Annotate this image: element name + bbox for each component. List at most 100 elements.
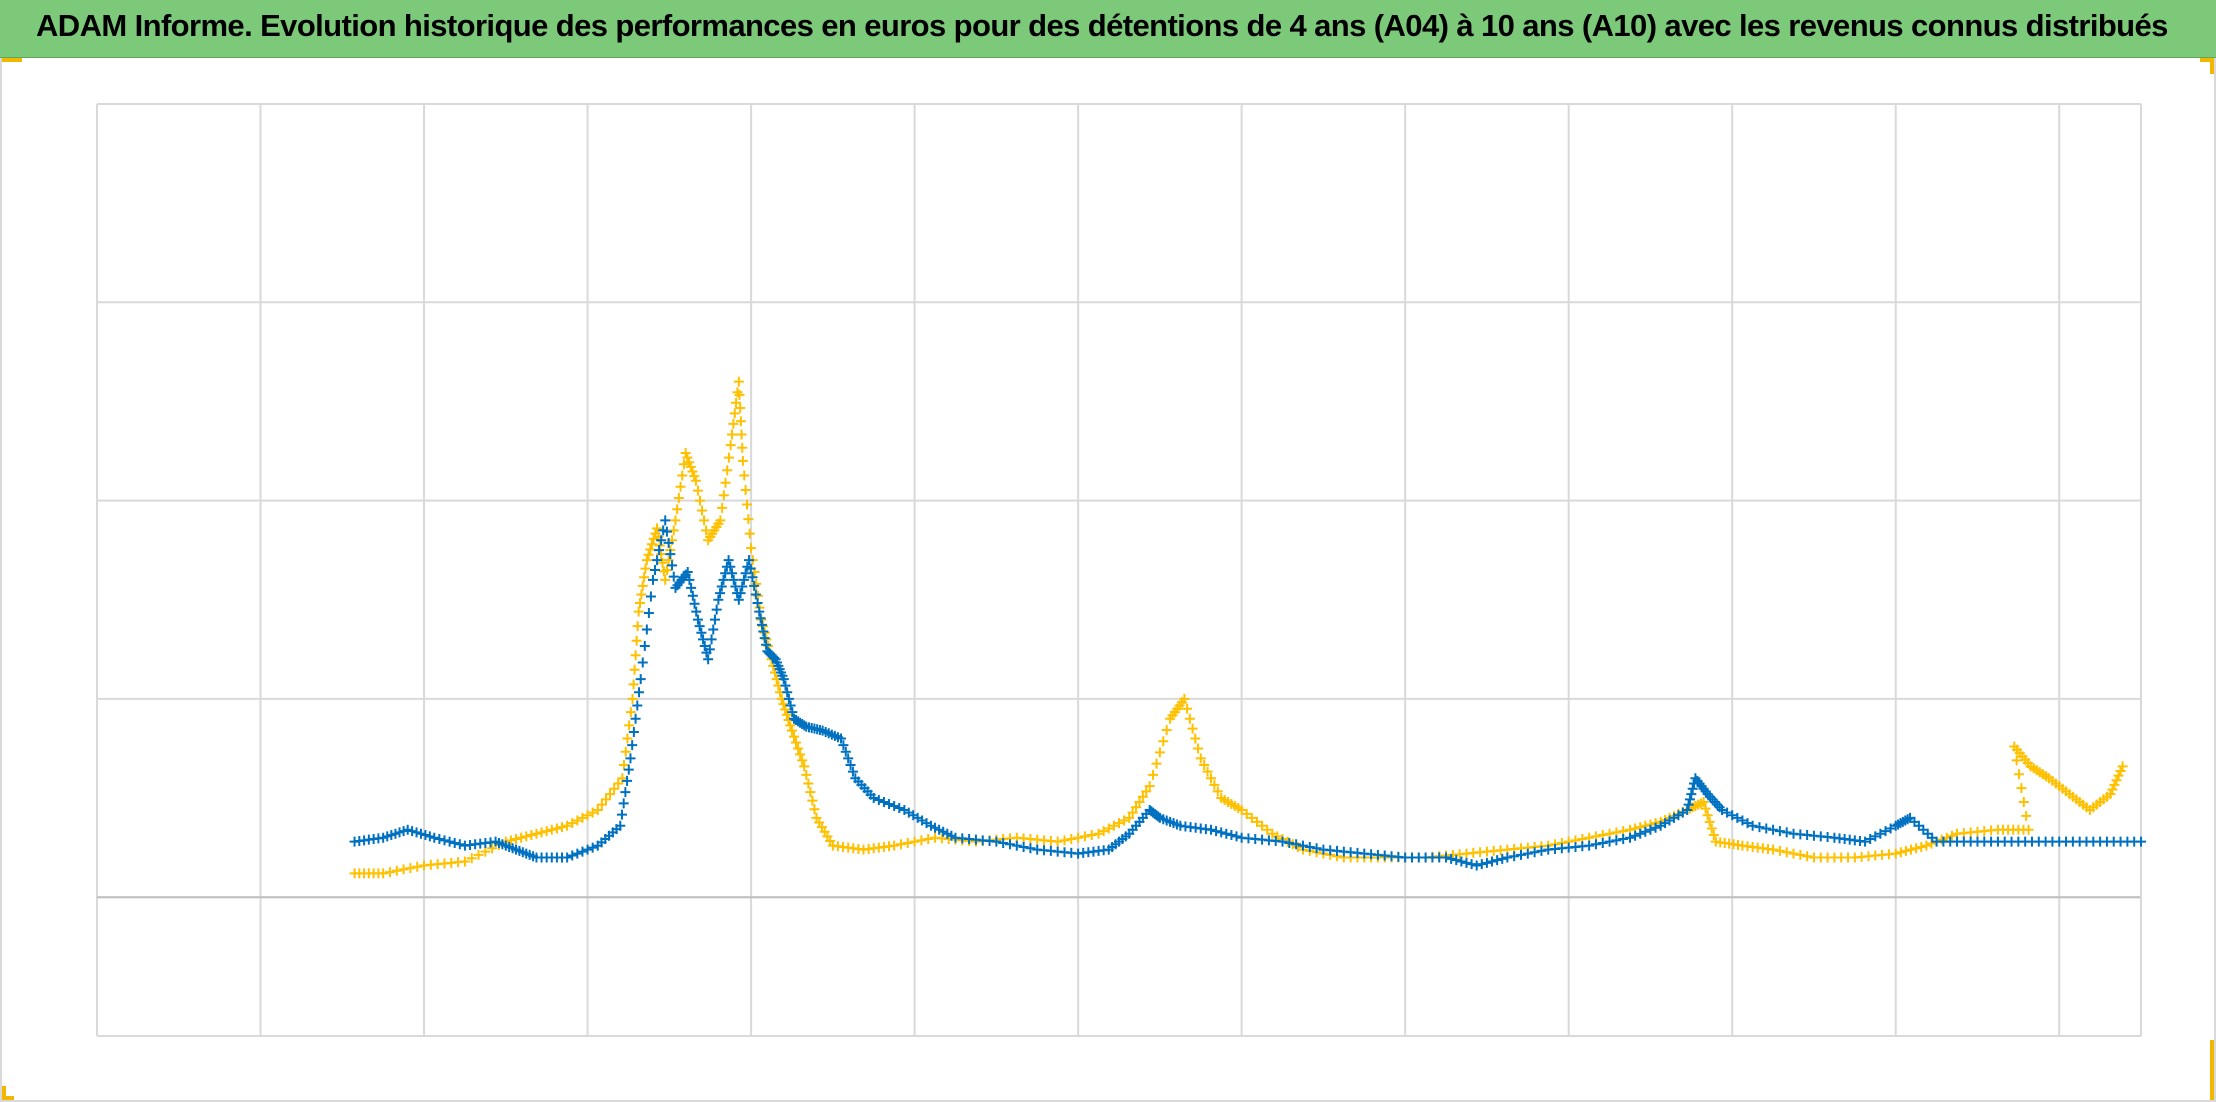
data-point-marker (680, 448, 691, 459)
data-point-marker (2136, 836, 2146, 847)
data-point-marker (715, 515, 726, 526)
data-point-marker (1272, 831, 1283, 842)
data-point-marker (1451, 855, 1462, 866)
chart-title: ADAM Informe. Evolution historique des p… (36, 8, 2168, 43)
data-point-marker (684, 457, 695, 468)
data-point-marker (1497, 853, 1508, 864)
data-point-marker (613, 778, 624, 789)
data-point-marker (678, 459, 689, 470)
data-point-marker (1875, 828, 1886, 839)
data-point-marker (1742, 818, 1753, 829)
data-point-marker (713, 594, 724, 605)
data-point-marker (557, 822, 568, 833)
data-point-marker (715, 588, 726, 599)
data-point-marker (1093, 828, 1104, 839)
data-point-marker (657, 557, 668, 568)
data-point-marker (1216, 827, 1227, 838)
data-point-marker (682, 452, 693, 463)
data-point-marker (729, 408, 740, 419)
corner-accent-bottom-left (2, 1086, 6, 1100)
data-point-marker (1246, 812, 1257, 823)
data-point-marker (1722, 807, 1733, 818)
data-point-marker (1890, 848, 1901, 859)
data-point-marker (1921, 840, 1932, 851)
data-point-marker (686, 582, 697, 593)
data-point-marker (1179, 693, 1190, 704)
data-point-marker (733, 376, 744, 387)
data-point-marker (407, 826, 418, 837)
data-point-marker (2018, 797, 2029, 808)
data-point-marker (805, 787, 816, 798)
data-point-marker (424, 831, 435, 842)
corner-accent-top-left (2, 58, 22, 62)
data-point-marker (998, 837, 1009, 848)
data-point-marker (1682, 804, 1693, 815)
data-point-marker (1911, 843, 1922, 854)
data-point-marker (624, 720, 635, 731)
data-point-marker (749, 580, 760, 591)
data-point-marker (635, 674, 646, 685)
data-point-marker (1604, 836, 1615, 847)
data-point-marker (1236, 804, 1247, 815)
data-point-marker (778, 674, 789, 685)
data-point-marker (735, 403, 746, 414)
data-point-marker (1716, 804, 1727, 815)
data-point-marker (1134, 797, 1145, 808)
data-point-marker (691, 606, 702, 617)
data-point-marker (909, 836, 920, 847)
data-point-marker (632, 700, 643, 711)
data-point-marker (623, 764, 634, 775)
data-point-marker (1732, 812, 1743, 823)
data-point-marker (785, 700, 796, 711)
data-point-marker (677, 470, 688, 481)
data-point-marker (1202, 766, 1213, 777)
data-point-marker (758, 626, 769, 637)
data-point-marker (699, 641, 710, 652)
data-point-marker (838, 740, 849, 751)
data-point-marker (639, 641, 650, 652)
data-point-marker (692, 614, 703, 625)
data-point-marker (1900, 845, 1911, 856)
data-point-marker (473, 849, 484, 860)
data-point-marker (728, 418, 739, 429)
data-point-marker (641, 624, 652, 635)
data-point-marker (843, 753, 854, 764)
data-point-marker (670, 515, 681, 526)
data-point-marker (631, 635, 642, 646)
data-point-marker (1304, 841, 1315, 852)
data-point-marker (434, 834, 445, 845)
data-point-marker (717, 502, 728, 513)
data-point-marker (620, 787, 631, 798)
data-point-marker (487, 843, 498, 854)
data-point-marker (466, 853, 477, 864)
data-point-marker (744, 528, 755, 539)
data-point-marker (1865, 834, 1876, 845)
data-point-marker (1916, 841, 1927, 852)
chart-frame (0, 58, 2216, 1102)
data-point-marker (723, 555, 734, 566)
data-point-marker (723, 452, 734, 463)
data-point-marker (1098, 826, 1109, 837)
data-point-marker (582, 810, 593, 821)
data-point-marker (1141, 786, 1152, 797)
data-point-marker (634, 687, 645, 698)
data-point-marker (1630, 830, 1641, 841)
data-point-marker (1727, 810, 1738, 821)
series-2 (349, 515, 2146, 871)
chart-title-bar: ADAM Informe. Evolution historique des p… (0, 0, 2216, 58)
data-point-marker (2115, 765, 2126, 776)
data-point-marker (682, 566, 693, 577)
data-point-marker (646, 539, 657, 550)
data-point-marker (725, 440, 736, 451)
data-point-marker (1211, 826, 1222, 837)
data-point-marker (1144, 781, 1155, 792)
data-point-marker (391, 865, 402, 876)
data-point-marker (1277, 836, 1288, 847)
data-point-marker (627, 740, 638, 751)
data-point-marker (541, 826, 552, 837)
data-point-marker (1446, 853, 1457, 864)
data-point-marker (793, 743, 804, 754)
data-point-marker (622, 733, 633, 744)
data-point-marker (656, 535, 667, 546)
data-point-marker (600, 794, 611, 805)
